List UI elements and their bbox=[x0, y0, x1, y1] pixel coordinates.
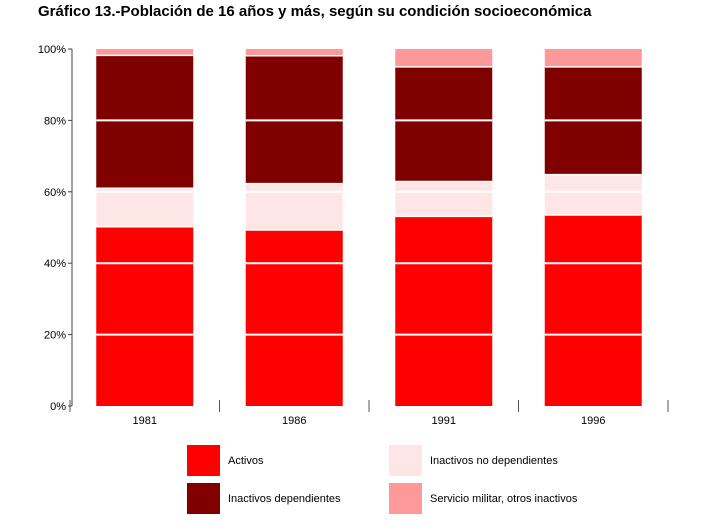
legend-swatch-servicio-militar bbox=[389, 483, 422, 514]
y-tick-label: 0% bbox=[50, 401, 66, 413]
legend-item-inactivos-dependientes: Inactivos dependientes bbox=[187, 483, 341, 514]
bar-segment-1986-0 bbox=[245, 229, 343, 406]
legend-label-inactivos-dependientes: Inactivos dependientes bbox=[228, 492, 341, 505]
legend-label-inactivos-no-dependientes: Inactivos no dependientes bbox=[430, 454, 558, 467]
bar-segment-1996-3 bbox=[544, 49, 642, 67]
legend-item-inactivos-no-dependientes: Inactivos no dependientes bbox=[389, 445, 558, 476]
bar-segment-1996-0 bbox=[544, 215, 642, 406]
bar-segment-1986-3 bbox=[245, 49, 343, 56]
x-tick-label-1981: 1981 bbox=[133, 415, 157, 427]
y-tick-label: 80% bbox=[44, 115, 66, 127]
legend-swatch-inactivos-no-dependientes bbox=[389, 445, 422, 476]
stacked-bar-chart: 0% 20% 40% 60% 80% 100% 1981 1986 1991 1996 bbox=[38, 44, 669, 427]
legend-item-activos: Activos bbox=[187, 445, 263, 476]
x-tick-label-1991: 1991 bbox=[432, 415, 456, 427]
bar-segment-1981-2 bbox=[96, 55, 194, 189]
legend-label-servicio-militar: Servicio militar, otros inactivos bbox=[430, 492, 578, 505]
bar-segment-1986-1 bbox=[245, 183, 343, 230]
y-tick-label: 60% bbox=[44, 187, 66, 199]
legend: Activos Inactivos no dependientes Inacti… bbox=[187, 445, 607, 525]
bar-segment-1996-1 bbox=[544, 174, 642, 216]
bar-segment-1981-3 bbox=[96, 49, 194, 56]
y-tick-label: 40% bbox=[44, 258, 66, 270]
y-tick-label: 20% bbox=[44, 330, 66, 342]
bar-segment-1991-3 bbox=[395, 49, 493, 67]
bar-segment-1991-1 bbox=[395, 181, 493, 217]
legend-swatch-inactivos-dependientes bbox=[187, 483, 220, 514]
legend-item-servicio-militar: Servicio militar, otros inactivos bbox=[389, 483, 577, 514]
bar-segment-1981-0 bbox=[96, 226, 194, 406]
bar-segment-1991-0 bbox=[395, 216, 493, 406]
legend-swatch-activos bbox=[187, 445, 220, 476]
bar-segment-1981-1 bbox=[96, 188, 194, 227]
y-tick-label: 100% bbox=[38, 44, 66, 56]
legend-label-activos: Activos bbox=[228, 454, 264, 467]
x-tick-label-1996: 1996 bbox=[581, 415, 605, 427]
chart-title: Gráfico 13.-Población de 16 años y más, … bbox=[38, 3, 592, 20]
bar-segment-1991-2 bbox=[395, 66, 493, 182]
x-tick-label-1986: 1986 bbox=[282, 415, 306, 427]
